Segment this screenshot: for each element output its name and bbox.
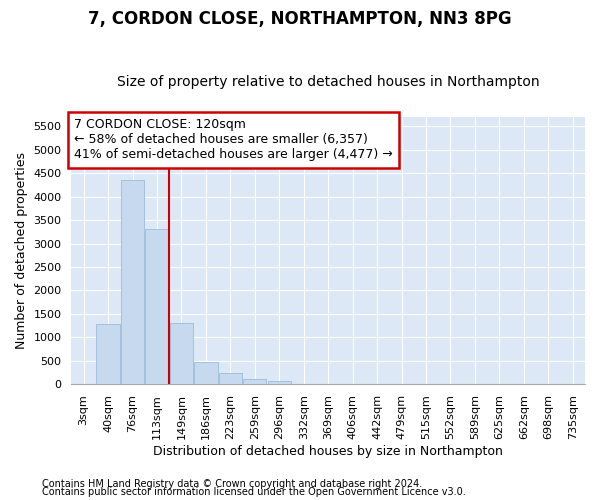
Bar: [170, 323, 193, 384]
Bar: [145, 230, 169, 384]
Title: Size of property relative to detached houses in Northampton: Size of property relative to detached ho…: [117, 76, 539, 90]
Bar: [219, 373, 242, 384]
Text: Contains HM Land Registry data © Crown copyright and database right 2024.: Contains HM Land Registry data © Crown c…: [42, 479, 422, 489]
X-axis label: Distribution of detached houses by size in Northampton: Distribution of detached houses by size …: [153, 444, 503, 458]
Text: 7 CORDON CLOSE: 120sqm
← 58% of detached houses are smaller (6,357)
41% of semi-: 7 CORDON CLOSE: 120sqm ← 58% of detached…: [74, 118, 393, 162]
Bar: [243, 380, 266, 384]
Text: 7, CORDON CLOSE, NORTHAMPTON, NN3 8PG: 7, CORDON CLOSE, NORTHAMPTON, NN3 8PG: [88, 10, 512, 28]
Bar: [268, 382, 291, 384]
Bar: [121, 180, 144, 384]
Text: Contains public sector information licensed under the Open Government Licence v3: Contains public sector information licen…: [42, 487, 466, 497]
Y-axis label: Number of detached properties: Number of detached properties: [15, 152, 28, 349]
Bar: [194, 362, 218, 384]
Bar: [97, 324, 120, 384]
